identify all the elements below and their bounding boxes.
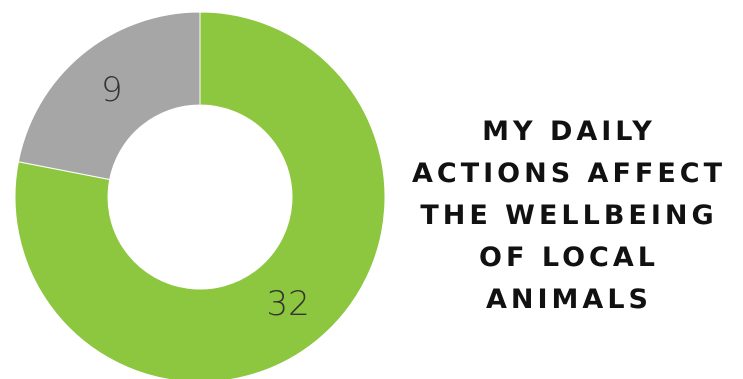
donut-slice: [17, 11, 201, 181]
donut-slice: [14, 11, 386, 379]
chart-title-line: OF LOCAL: [479, 242, 659, 273]
chart-title-line: ANIMALS: [486, 284, 652, 315]
chart-title-line: THE WELLBEING: [420, 200, 718, 231]
chart-title: MY DAILY ACTIONS AFFECT THE WELLBEING OF…: [395, 111, 743, 321]
donut-slices: [14, 11, 386, 379]
slice-value-label: 9: [101, 70, 123, 110]
slice-value-label: 32: [266, 284, 309, 324]
slice-labels: 32 9: [101, 70, 310, 324]
chart-title-line: MY DAILY: [482, 116, 656, 147]
chart-title-line: ACTIONS AFFECT: [411, 158, 727, 189]
donut-chart: 32 9: [14, 11, 386, 379]
